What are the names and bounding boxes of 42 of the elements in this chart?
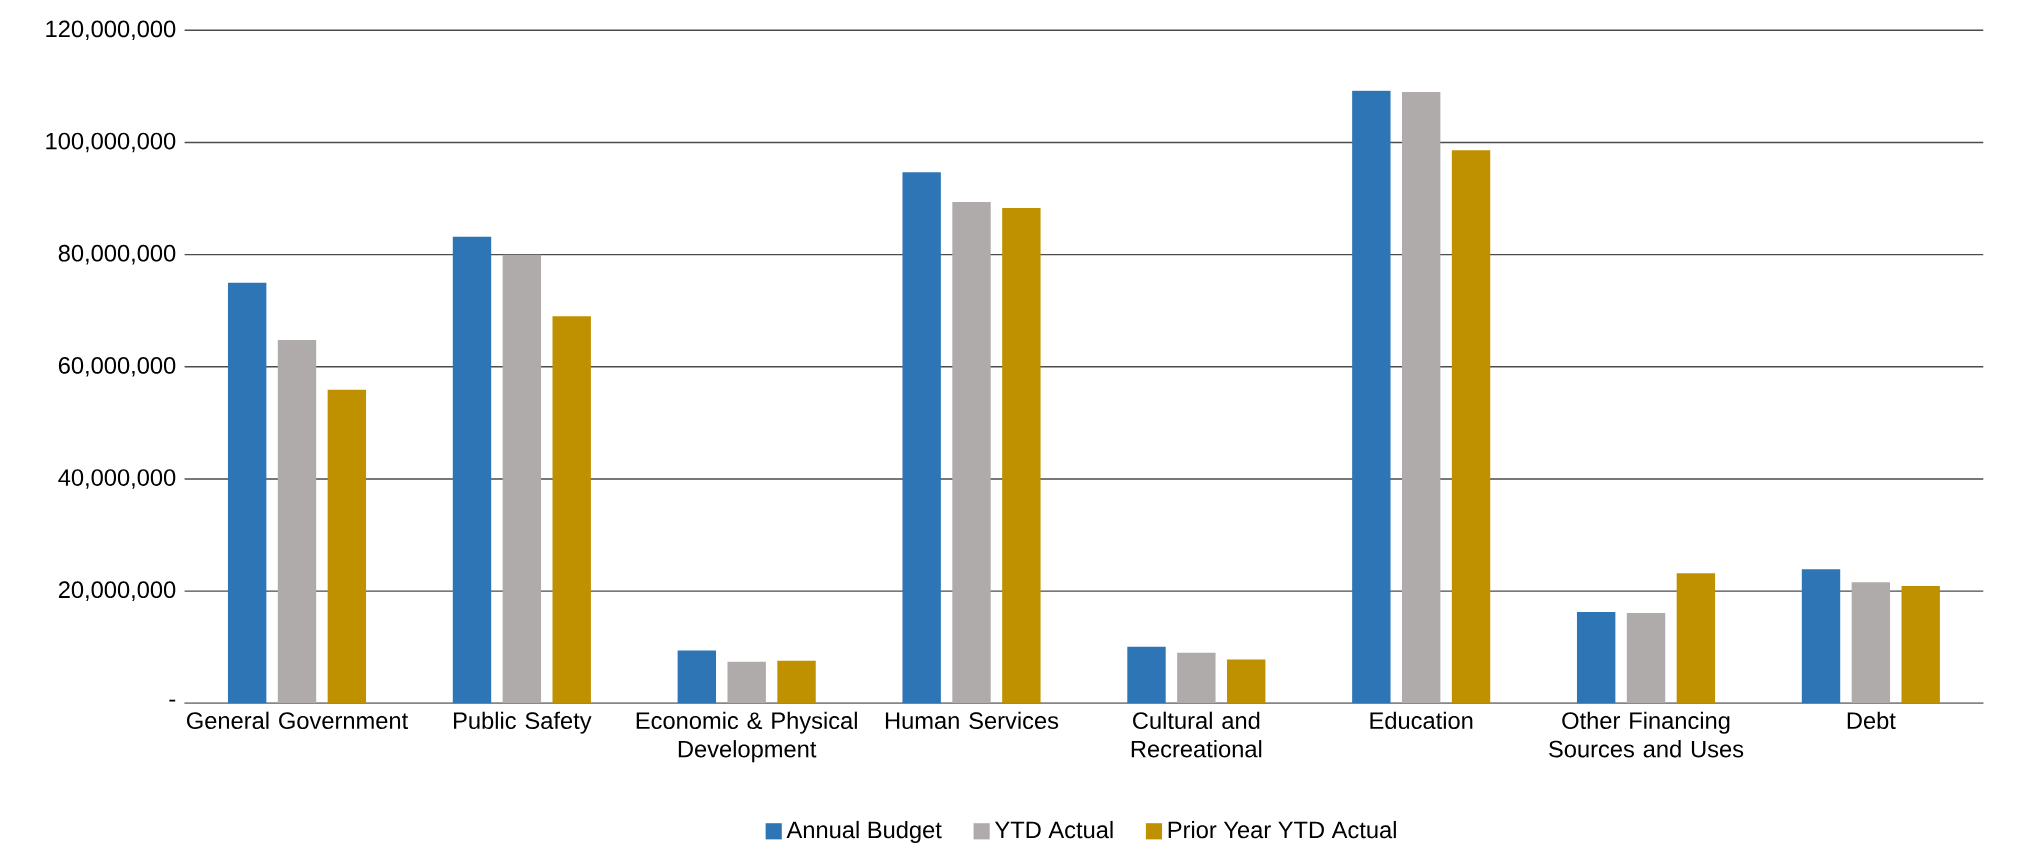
x-tick-label: General Government: [187, 711, 409, 729]
bar: [1352, 90, 1391, 704]
x-tick-label: Education: [1370, 711, 1473, 729]
bar: [227, 282, 267, 704]
x-tick-label: Public Safety: [454, 711, 592, 734]
bar: [1676, 573, 1716, 704]
bar: [327, 389, 367, 704]
y-tick-label: 120,000,000: [46, 20, 176, 41]
bar: [1451, 150, 1491, 704]
x-tick-label: Debt: [1847, 711, 1896, 729]
bar: [1401, 91, 1441, 704]
bar: [1851, 582, 1891, 704]
bar: [1576, 611, 1616, 704]
legend-label: Annual Budget: [786, 820, 942, 843]
y-tick-label: 100,000,000: [46, 132, 176, 153]
bar: [452, 236, 492, 704]
bar: [902, 172, 941, 704]
legend-label: Prior Year YTD Actual: [1168, 820, 1396, 839]
bar: [952, 201, 991, 704]
y-tick-label: -: [169, 699, 176, 702]
bar: [552, 316, 591, 704]
x-tick-label: Other Financing Sources and Uses: [1549, 711, 1744, 758]
bar: [1002, 208, 1041, 704]
y-tick-label: 40,000,000: [58, 469, 176, 489]
bar: [502, 254, 542, 704]
bar: [1177, 652, 1216, 704]
x-tick-label: Human Services: [885, 711, 1059, 729]
bar: [727, 661, 766, 704]
x-tick-label: Economic & Physical Development: [636, 711, 857, 763]
y-tick-label: 80,000,000: [58, 244, 176, 265]
legend-label: YTD Actual: [994, 820, 1113, 839]
bar: [1801, 569, 1841, 704]
bar: [1227, 659, 1266, 704]
bar: [1127, 646, 1166, 704]
bar: [1626, 612, 1666, 704]
y-tick-label: 20,000,000: [58, 581, 176, 601]
x-tick-label: Cultural and Recreational: [1131, 711, 1262, 758]
bar: [1901, 586, 1940, 704]
bar: [677, 650, 717, 704]
bar: [277, 339, 317, 704]
y-tick-label: 60,000,000: [58, 356, 176, 377]
bar: [777, 660, 816, 704]
